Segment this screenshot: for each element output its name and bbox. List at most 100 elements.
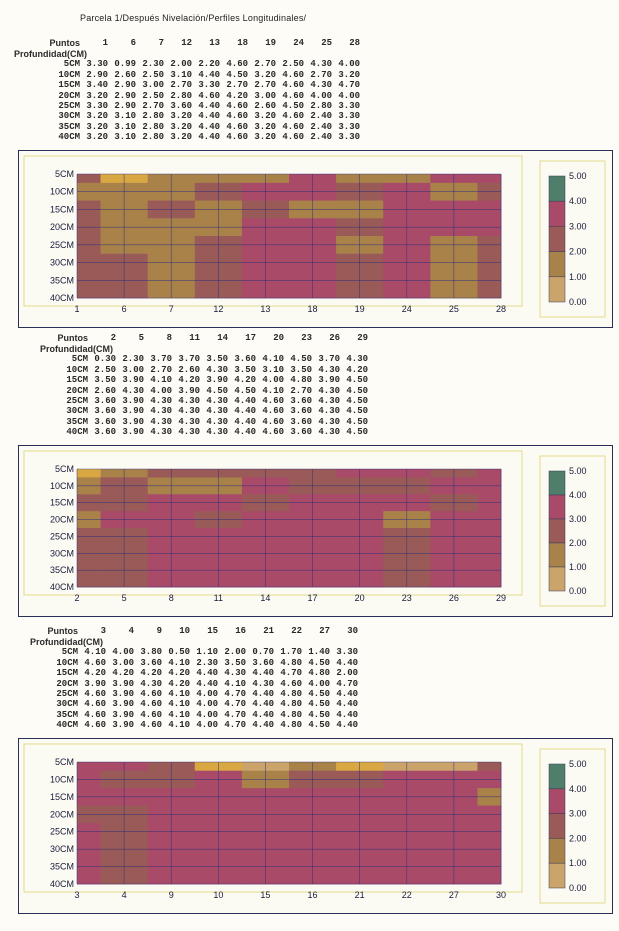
- table-cell: 4.30: [318, 395, 340, 406]
- puntos-header-cell: 23: [301, 333, 312, 343]
- puntos-header-cell: 5: [138, 333, 144, 343]
- puntos-header-cell: 11: [189, 333, 200, 343]
- table-cell: 2.30: [196, 657, 218, 668]
- depth-label: 35CM: [66, 416, 88, 427]
- x-tick-label: 13: [260, 304, 270, 314]
- table-row: 35CM 3.60 3.90 4.30 4.30 4.30 4.40 4.60 3.60 4.30…: [50, 417, 368, 427]
- table-cell: 3.90: [84, 678, 106, 689]
- table-cell: 4.60: [262, 406, 284, 417]
- table-cell: 3.90: [112, 720, 134, 731]
- table-row: 10CM 2.50 3.00 2.70 2.60 4.30 3.50 3.10 3.50 4.30…: [50, 365, 368, 375]
- x-tick-label: 30: [496, 890, 506, 900]
- plot-frame: [23, 155, 523, 307]
- depth-label: 20CM: [66, 385, 88, 396]
- table-cell: 4.00: [196, 688, 218, 699]
- table-cell: 4.50: [308, 657, 330, 668]
- table-row: 15CM 3.40 2.90 3.00 2.70 3.30 2.70 2.70 4.60 4.30…: [42, 80, 360, 90]
- table-row: 30CM 3.20 3.10 2.80 3.20 4.40 4.60 3.20 4.60 2.40…: [42, 111, 360, 121]
- table-cell: 3.50: [206, 354, 228, 365]
- table-row: 40CM 4.60 3.90 4.60 4.10 4.00 4.70 4.40 4.80 4.50…: [40, 720, 358, 730]
- table-cell: 2.00: [170, 59, 192, 70]
- table-cell: 2.90: [114, 80, 136, 91]
- table-cell: 2.80: [142, 121, 164, 132]
- table-cell: 2.00: [336, 668, 358, 679]
- table-cell: 4.30: [178, 427, 200, 438]
- table-cell: 4.40: [252, 688, 274, 699]
- table-cell: 4.80: [280, 709, 302, 720]
- legend-frame: [539, 748, 606, 904]
- table-cell: 3.90: [318, 375, 340, 386]
- legend-swatch: [548, 566, 566, 592]
- puntos-header-cell: 1: [102, 38, 108, 48]
- legend-tick-label: 4.00: [569, 784, 587, 794]
- table-cell: 3.60: [290, 416, 312, 427]
- table-cell: 4.60: [140, 720, 162, 731]
- puntos-header-cell: 18: [237, 38, 248, 48]
- puntos-header-cell: 12: [181, 38, 192, 48]
- table-cell: 4.10: [168, 688, 190, 699]
- table-cell: 4.50: [346, 375, 368, 386]
- depth-label: 20CM: [58, 90, 80, 101]
- depth-label: 25CM: [66, 395, 88, 406]
- heatmap-cell: [477, 174, 502, 184]
- table-cell: 3.20: [86, 90, 108, 101]
- table-cell: 3.60: [290, 395, 312, 406]
- puntos-header-cell: 16: [235, 626, 246, 636]
- legend-tick-label: 3.00: [569, 809, 587, 819]
- table-cell: 0.30: [94, 354, 116, 365]
- table-cell: 3.60: [290, 427, 312, 438]
- table-cell: 2.50: [282, 59, 304, 70]
- depth-label: 30CM: [56, 699, 78, 710]
- table-cell: 3.90: [178, 385, 200, 396]
- table-cell: 0.99: [114, 59, 136, 70]
- x-tick-label: 29: [496, 593, 506, 603]
- table-cell: 3.30: [86, 59, 108, 70]
- table-cell: 4.70: [280, 668, 302, 679]
- y-tick-label: 20CM: [50, 515, 74, 525]
- table-cell: 4.40: [252, 720, 274, 731]
- y-tick-label: 20CM: [50, 809, 74, 819]
- table-cell: 4.80: [280, 688, 302, 699]
- table-cell: 4.50: [290, 354, 312, 365]
- table-cell: 2.70: [170, 80, 192, 91]
- table-cell: 4.30: [346, 354, 368, 365]
- legend-swatch: [548, 200, 566, 227]
- table-cell: 4.50: [308, 699, 330, 710]
- table-cell: 1.70: [280, 647, 302, 658]
- x-tick-label: 19: [355, 304, 365, 314]
- table-cell: 3.00: [112, 657, 134, 668]
- legend-tick-label: 0.00: [569, 883, 587, 893]
- depth-label: 30CM: [66, 406, 88, 417]
- table-cell: 3.90: [122, 416, 144, 427]
- profundidad-label: Profundidad(CM): [14, 49, 87, 59]
- depth-label: 25CM: [58, 100, 80, 111]
- table-row: 5CM 3.30 0.99 2.30 2.00 2.20 4.60 2.70 2.50 4.30 4…: [42, 59, 360, 69]
- heatmap-cell: [77, 289, 101, 299]
- table-cell: 4.60: [226, 111, 248, 122]
- x-tick-label: 8: [169, 593, 174, 603]
- table-cell: 4.50: [234, 385, 256, 396]
- table-cell: 2.70: [254, 59, 276, 70]
- table-cell: 2.60: [254, 100, 276, 111]
- table-cell: 4.60: [140, 709, 162, 720]
- table-cell: 2.70: [310, 69, 332, 80]
- depth-label: 15CM: [56, 668, 78, 679]
- legend-tick-label: 1.00: [569, 562, 587, 572]
- legend-swatch: [548, 862, 566, 889]
- heatmap-cell: [77, 875, 101, 885]
- table-cell: 4.50: [226, 69, 248, 80]
- heatmap-panel-3: 5CM 10CM 15CM 20CM 25CM 30CM 35CM 40CM 3 4 9 10 15 16…: [18, 738, 613, 914]
- x-tick-label: 6: [122, 304, 127, 314]
- table-cell: 3.90: [112, 699, 134, 710]
- table-cell: 4.40: [198, 132, 220, 143]
- puntos-header-cell: 14: [217, 333, 228, 343]
- table-cell: 4.40: [198, 111, 220, 122]
- table-cell: 4.30: [318, 385, 340, 396]
- table-cell: 4.40: [252, 668, 274, 679]
- puntos-header-cell: 28: [349, 38, 360, 48]
- heatmap-panel-2: 5CM 10CM 15CM 20CM 25CM 30CM 35CM 40CM 2 5 8 11 14 17…: [18, 445, 613, 617]
- table-cell: 3.20: [254, 132, 276, 143]
- table-row: 20CM 3.90 3.90 4.30 4.20 4.40 4.10 4.30 4.60 4.00…: [40, 679, 358, 689]
